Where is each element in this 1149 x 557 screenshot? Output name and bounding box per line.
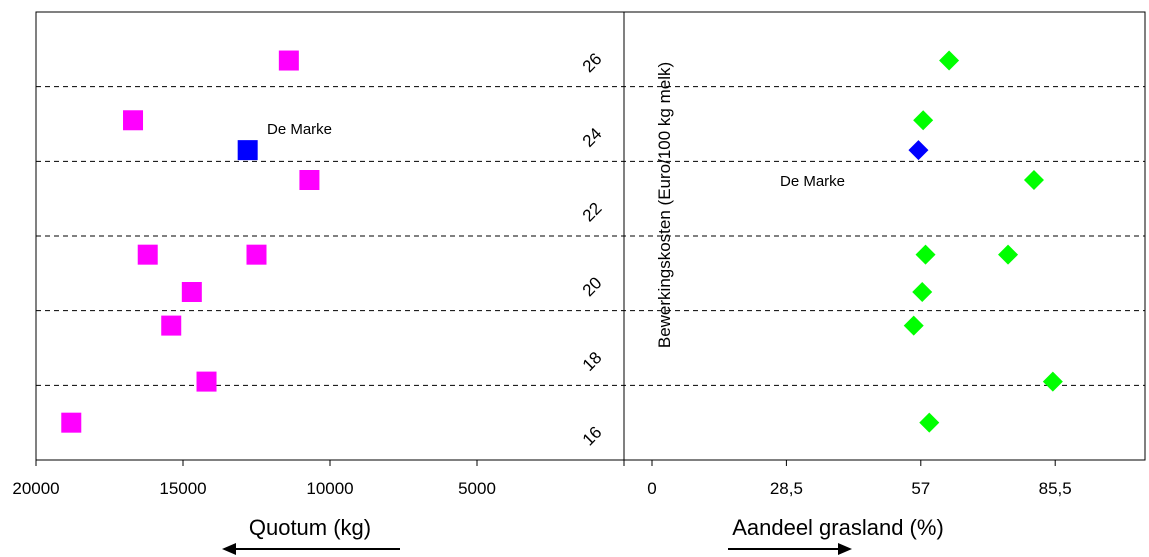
- gridlines: [36, 86, 1145, 386]
- left-direction-arrow: [222, 543, 400, 555]
- point-quotum-farm: [181, 282, 202, 302]
- y-tick-label: 20: [579, 273, 606, 300]
- y-tick-label: 16: [579, 423, 606, 450]
- axes: [35, 11, 1146, 466]
- point-quotum-farm: [61, 412, 82, 433]
- y-tick-label: 22: [579, 199, 606, 226]
- point-quotum-farm: [278, 50, 299, 71]
- data-points: [61, 50, 1063, 433]
- x-tick-label-quotum: 20000: [12, 479, 59, 498]
- annotation-de-marke-right: De Marke: [780, 173, 845, 190]
- point-grasland-farm: [912, 282, 933, 302]
- annotation-de-marke-left: De Marke: [267, 121, 332, 138]
- x-tick-label-quotum: 5000: [458, 479, 496, 498]
- point-grasland-farm: [913, 110, 934, 131]
- right-direction-arrow: [728, 543, 852, 555]
- point-quotum-farm: [137, 244, 158, 265]
- point-quotum-farm: [299, 170, 320, 190]
- y-tick-label: 24: [579, 124, 606, 151]
- y-tick-label: 26: [579, 49, 606, 76]
- x-tick-label-grasland: 0: [647, 479, 656, 498]
- point-quotum-farm: [161, 315, 182, 336]
- tick-labels: 20000 15000 10000 5000 0 28,5 57 85,5 16 18 20 22 24…: [12, 0, 1071, 498]
- x-tick-label-quotum: 15000: [159, 479, 206, 498]
- point-quotum-farm: [246, 244, 267, 265]
- point-grasland-farm: [939, 50, 960, 71]
- point-grasland-farm: [903, 315, 924, 336]
- point-quotum-farm: [196, 371, 217, 392]
- x-axis-label-grasland: Aandeel grasland (%): [732, 515, 944, 540]
- y-axis-label: Bewerkingskosten (Euro/100 kg melk): [655, 62, 674, 348]
- x-tick-label-quotum: 10000: [306, 479, 353, 498]
- plot-frame: [35, 11, 1146, 461]
- y-tick-label: 28: [579, 0, 606, 2]
- point-grasland-farm: [998, 244, 1019, 265]
- point-grasland-de-marke: [908, 140, 929, 161]
- x-tick-label-grasland: 85,5: [1039, 479, 1072, 498]
- point-grasland-farm: [915, 244, 936, 265]
- point-quotum-de-marke: [237, 140, 258, 161]
- x-tick-label-grasland: 57: [911, 479, 930, 498]
- point-grasland-farm: [919, 412, 940, 433]
- point-grasland-farm: [1023, 170, 1044, 190]
- x-axis-label-quotum: Quotum (kg): [249, 515, 371, 540]
- y-tick-label: 18: [579, 348, 606, 375]
- x-tick-label-grasland: 28,5: [770, 479, 803, 498]
- point-quotum-farm: [123, 110, 144, 131]
- point-grasland-farm: [1042, 371, 1063, 392]
